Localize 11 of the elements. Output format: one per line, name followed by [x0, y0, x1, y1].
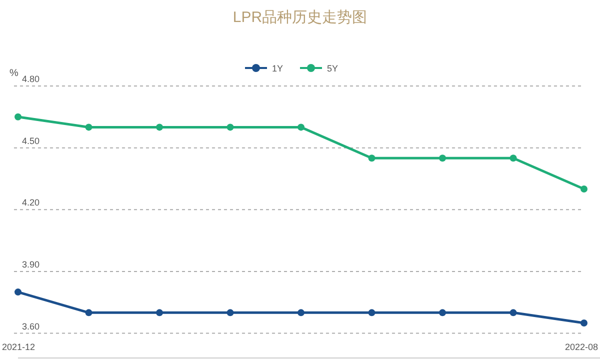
- y-tick-label: 3.60: [22, 321, 40, 332]
- x-tick-label: 2022-08: [564, 342, 598, 352]
- legend-label: 5Y: [327, 64, 338, 74]
- y-tick-label: 3.90: [22, 259, 40, 270]
- y-tick-label: 4.20: [22, 198, 40, 208]
- y-tick-label: 4.80: [22, 74, 40, 84]
- x-tick-label: 2021-12: [2, 342, 36, 352]
- legend-label: 1Y: [272, 64, 284, 74]
- y-tick-label: 4.50: [22, 136, 40, 146]
- y-axis-title: %: [10, 68, 19, 79]
- chart-title: LPR品种历史走势图: [232, 9, 368, 26]
